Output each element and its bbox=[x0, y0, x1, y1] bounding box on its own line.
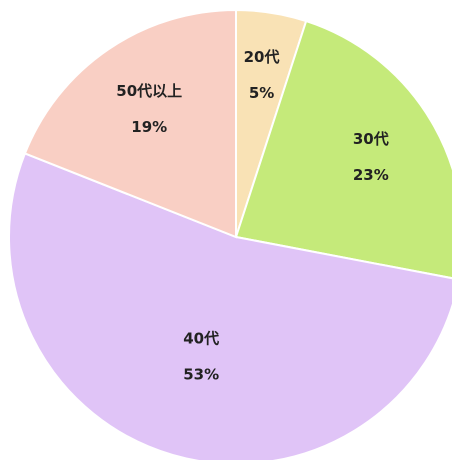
value-label: 19% bbox=[131, 118, 167, 136]
slice-label: 40代 bbox=[183, 329, 219, 347]
slice-label: 20代 bbox=[244, 48, 280, 66]
pie-slice bbox=[234, 19, 452, 280]
slice-label: 30代 bbox=[353, 130, 389, 148]
value-label: 23% bbox=[353, 166, 389, 184]
pie-slice bbox=[8, 152, 452, 460]
pie-slice bbox=[23, 8, 237, 239]
slice-label: 50代以上 bbox=[116, 82, 182, 100]
value-label: 5% bbox=[249, 84, 274, 102]
value-label: 53% bbox=[183, 365, 219, 383]
